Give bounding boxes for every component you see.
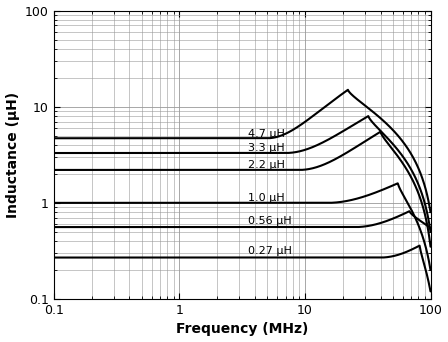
Text: 1.0 μH: 1.0 μH xyxy=(248,193,284,203)
Text: 4.7 μH: 4.7 μH xyxy=(248,129,284,139)
Text: 0.27 μH: 0.27 μH xyxy=(248,246,292,256)
Text: 0.56 μH: 0.56 μH xyxy=(248,216,291,226)
Y-axis label: Inductance (μH): Inductance (μH) xyxy=(5,92,20,218)
Text: 3.3 μH: 3.3 μH xyxy=(248,143,284,153)
X-axis label: Frequency (MHz): Frequency (MHz) xyxy=(176,323,308,337)
Text: 2.2 μH: 2.2 μH xyxy=(248,160,284,170)
